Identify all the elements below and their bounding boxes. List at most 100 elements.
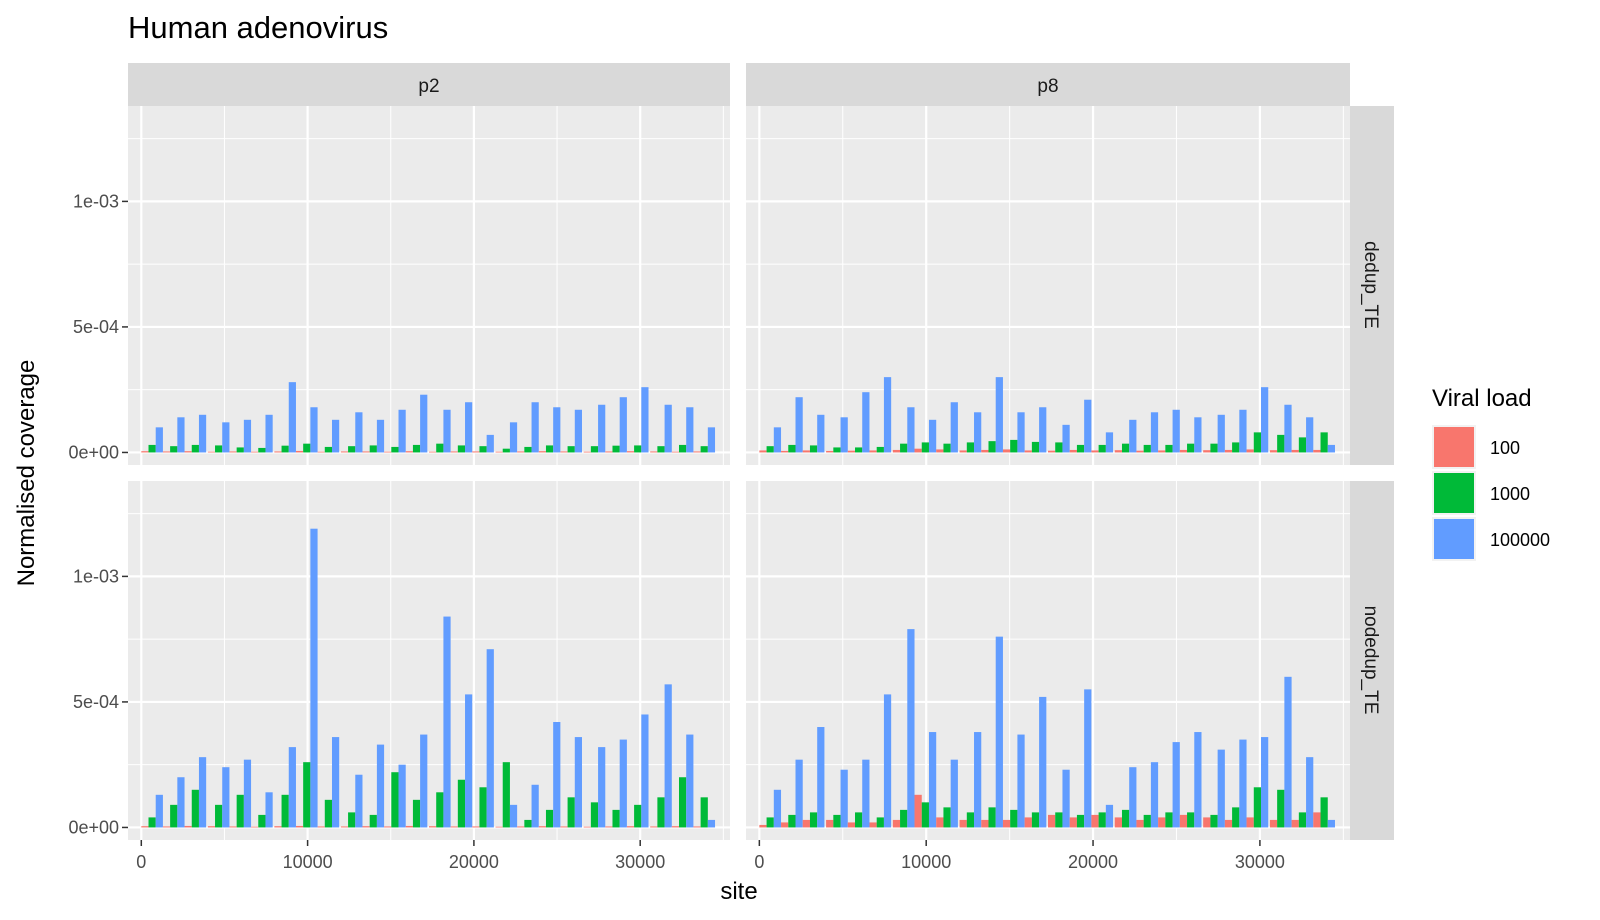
bar-p8-nodedup-te-100-6 — [892, 819, 901, 828]
bar-p8-dedup-te-100-8 — [936, 449, 944, 453]
bar-p2-dedup-te-1000-4 — [236, 447, 244, 453]
bar-p8-nodedup-te-100-20 — [1203, 817, 1211, 828]
bar-p8-nodedup-te-100000-20 — [1217, 749, 1225, 828]
bar-p2-nodedup-te-1000-10 — [369, 814, 377, 828]
bar-p2-nodedup-te-100-16 — [495, 826, 503, 828]
bar-p8-nodedup-te-100000-11 — [1017, 734, 1025, 828]
bar-p8-nodedup-te-100-14 — [1069, 817, 1077, 828]
x-tick-label: 30000 — [615, 852, 665, 872]
bar-p8-dedup-te-1000-4 — [855, 447, 863, 453]
bar-p2-nodedup-te-100000-20 — [598, 747, 606, 828]
bar-p2-dedup-te-100000-22 — [641, 387, 649, 453]
bar-p8-dedup-te-1000-13 — [1055, 442, 1063, 453]
bar-p8-nodedup-te-1000-13 — [1055, 812, 1063, 828]
facet-strip-p2-background — [128, 63, 730, 106]
bar-p2-nodedup-te-1000-23 — [657, 797, 665, 828]
bar-p2-dedup-te-1000-6 — [281, 445, 289, 453]
bar-p8-dedup-te-1000-18 — [1165, 444, 1173, 453]
bar-p8-dedup-te-1000-12 — [1031, 441, 1040, 453]
bar-p2-dedup-te-1000-13 — [436, 443, 444, 453]
bar-p8-dedup-te-100000-8 — [950, 402, 958, 453]
bar-p8-nodedup-te-1000-3 — [833, 814, 841, 828]
facet-strip-p8-background — [746, 63, 1350, 106]
bar-p8-nodedup-te-100-24 — [1291, 819, 1299, 828]
bar-p2-nodedup-te-100-2 — [184, 825, 192, 828]
bar-p2-nodedup-te-1000-6 — [281, 794, 289, 828]
facet-strip-dedup-te-background — [1350, 106, 1394, 465]
bar-p8-dedup-te-100-3 — [826, 450, 834, 453]
bar-p2-dedup-te-1000-16 — [502, 448, 510, 453]
bar-p2-dedup-te-100000-11 — [398, 409, 406, 453]
bar-p2-dedup-te-100-16 — [495, 451, 503, 453]
bar-p2-nodedup-te-100000-0 — [155, 794, 163, 828]
bar-p2-nodedup-te-100-5 — [251, 826, 259, 828]
bar-p8-nodedup-te-100-3 — [826, 819, 834, 828]
bar-p8-nodedup-te-1000-24 — [1298, 812, 1307, 828]
bar-p8-dedup-te-100000-23 — [1284, 404, 1292, 453]
bar-p2-dedup-te-100-0 — [141, 451, 149, 453]
bar-p2-nodedup-te-1000-25 — [700, 797, 708, 828]
bar-p2-nodedup-te-100000-9 — [355, 774, 363, 828]
legend-item-100000: 100000 — [1432, 517, 1550, 561]
chart-title: Human adenovirus — [128, 10, 388, 45]
bar-p8-dedup-te-100-24 — [1291, 449, 1299, 453]
x-tick-label: 10000 — [283, 852, 333, 872]
bar-p8-nodedup-te-100000-17 — [1150, 762, 1159, 828]
bar-p2-dedup-te-100000-14 — [465, 402, 473, 453]
bar-p2-nodedup-te-100-9 — [340, 826, 349, 828]
bar-p2-nodedup-te-100-22 — [626, 826, 635, 828]
bar-p2-nodedup-te-100000-4 — [243, 759, 252, 828]
bar-p8-nodedup-te-1000-2 — [809, 812, 818, 828]
bar-p8-dedup-te-100000-14 — [1084, 399, 1092, 453]
y-axis-bottom: 0e+00 5e-04 1e-03 — [68, 566, 128, 837]
bar-p2-dedup-te-100-4 — [229, 451, 237, 453]
bar-p8-dedup-te-100-14 — [1069, 449, 1077, 453]
bar-p8-dedup-te-100-23 — [1269, 450, 1278, 453]
bar-p8-dedup-te-100000-19 — [1194, 417, 1202, 453]
bar-p2-nodedup-te-1000-5 — [258, 814, 266, 828]
panel-p8-dedup-te — [746, 106, 1350, 465]
bar-p2-dedup-te-100000-17 — [531, 402, 539, 453]
bar-p8-dedup-te-100-13 — [1048, 450, 1056, 453]
bar-p2-dedup-te-100-17 — [517, 451, 525, 453]
bar-p2-dedup-te-1000-11 — [391, 446, 399, 453]
bar-p8-dedup-te-100-5 — [869, 450, 877, 453]
bar-p2-nodedup-te-100-24 — [671, 826, 680, 828]
bar-p2-nodedup-te-100-17 — [517, 826, 525, 828]
bar-p8-dedup-te-100-6 — [892, 449, 901, 453]
bar-p2-dedup-te-100000-8 — [331, 419, 340, 453]
bar-p2-nodedup-te-100-18 — [538, 826, 546, 828]
bar-p8-dedup-te-100000-1 — [795, 397, 803, 453]
bar-p2-nodedup-te-100-10 — [362, 826, 370, 828]
bar-p8-dedup-te-100-2 — [802, 450, 810, 453]
bar-p2-nodedup-te-1000-16 — [502, 762, 510, 828]
bar-p8-dedup-te-100000-16 — [1129, 419, 1137, 453]
bar-p2-nodedup-te-1000-21 — [612, 809, 620, 828]
legend-label-1000: 1000 — [1490, 484, 1530, 504]
bar-p2-nodedup-te-100000-12 — [420, 734, 428, 828]
bar-p8-nodedup-te-100-21 — [1224, 819, 1233, 828]
bar-p8-nodedup-te-1000-10 — [988, 807, 996, 828]
bar-p2-dedup-te-100000-4 — [243, 419, 252, 453]
bar-p8-dedup-te-100000-15 — [1105, 432, 1114, 453]
bar-p2-dedup-te-1000-23 — [657, 446, 665, 453]
bar-p2-dedup-te-100-25 — [693, 451, 701, 453]
bar-p8-dedup-te-100-19 — [1179, 449, 1188, 453]
bar-p8-dedup-te-1000-25 — [1320, 432, 1328, 453]
bar-p8-dedup-te-100000-22 — [1261, 387, 1269, 453]
y-tick-label: 0e+00 — [68, 817, 119, 837]
bar-p8-nodedup-te-1000-23 — [1277, 789, 1285, 828]
bar-p2-dedup-te-100-2 — [184, 451, 192, 453]
bar-p8-nodedup-te-100000-15 — [1105, 804, 1114, 828]
bar-p2-nodedup-te-100000-19 — [574, 737, 582, 828]
y-axis-title: Normalised coverage — [13, 360, 40, 587]
bar-p2-nodedup-te-100000-7 — [310, 528, 318, 828]
bar-p2-nodedup-te-100000-10 — [376, 744, 385, 828]
bar-p2-dedup-te-1000-10 — [369, 445, 377, 453]
bar-p2-dedup-te-1000-25 — [700, 446, 708, 453]
bar-p2-nodedup-te-100-1 — [162, 826, 171, 828]
bar-p8-nodedup-te-100-8 — [936, 817, 944, 828]
bar-p8-nodedup-te-100000-21 — [1239, 739, 1247, 828]
bar-p2-dedup-te-100000-16 — [509, 422, 518, 453]
bar-p2-nodedup-te-1000-22 — [634, 804, 642, 828]
